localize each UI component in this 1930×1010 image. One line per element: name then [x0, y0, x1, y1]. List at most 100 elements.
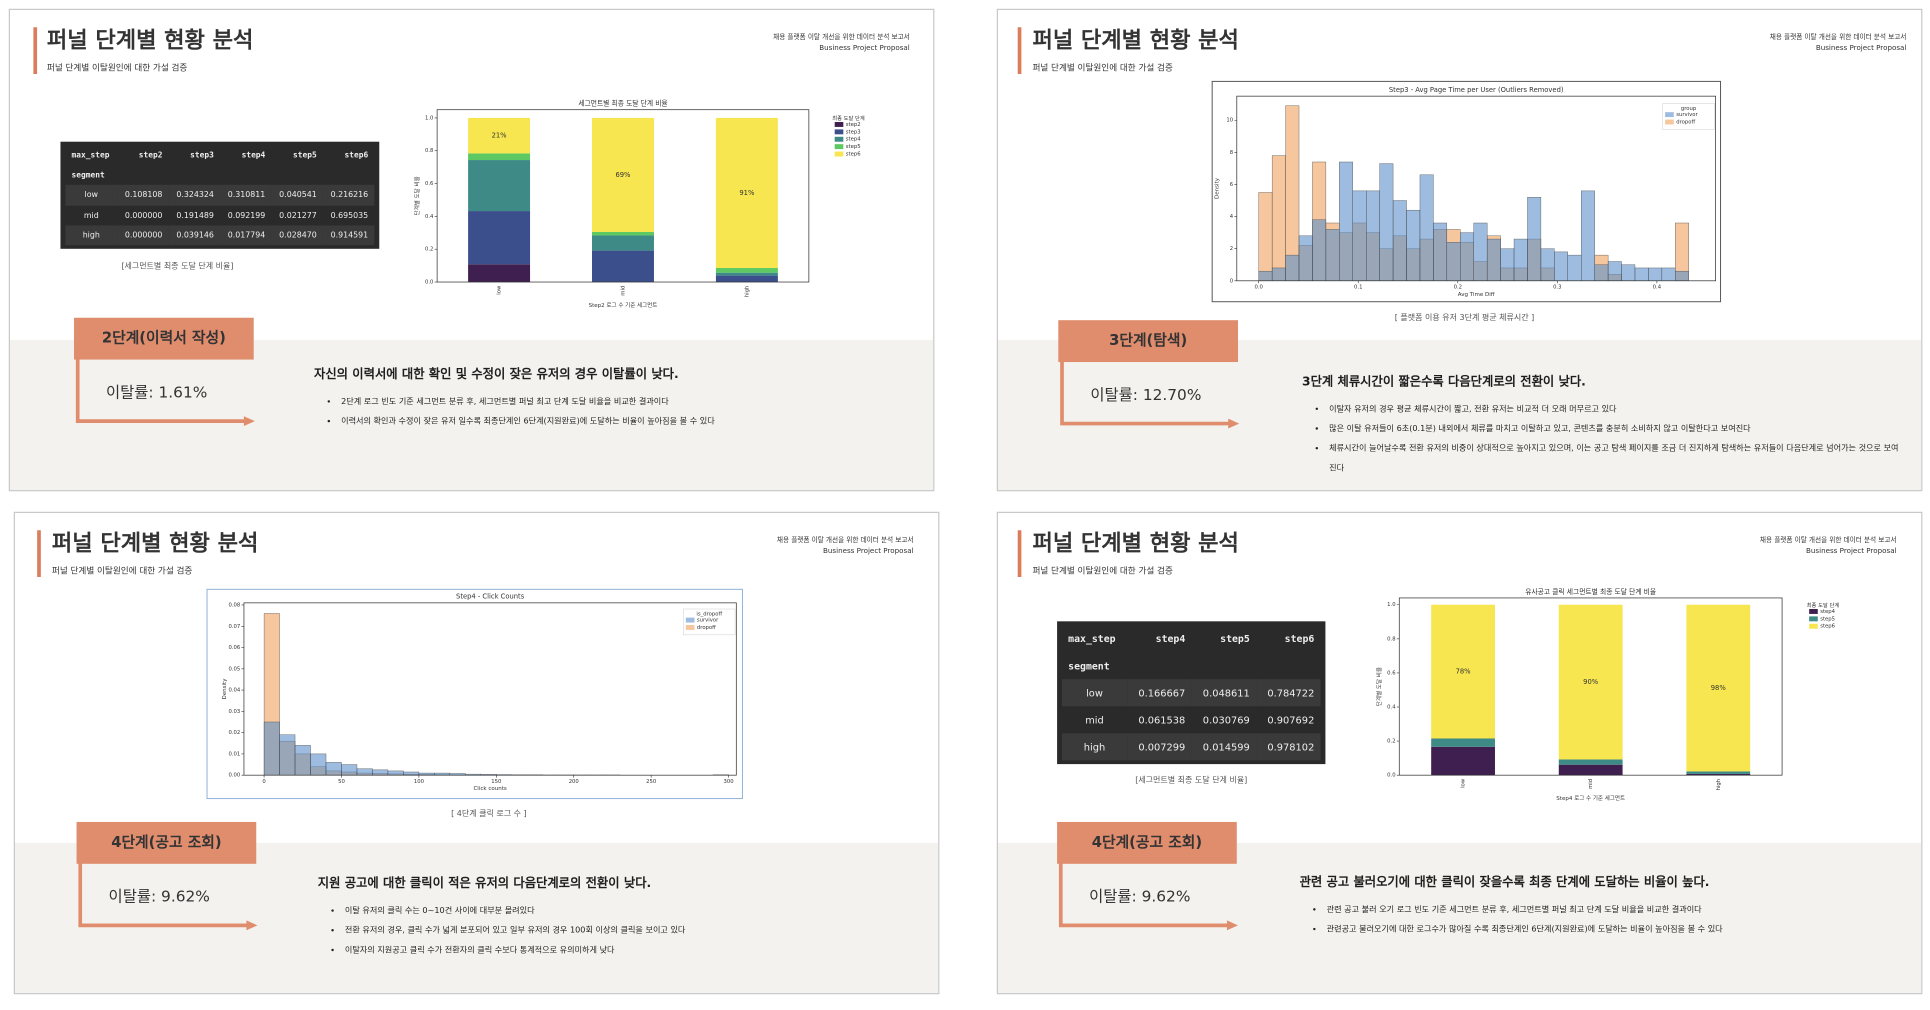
legend-swatch	[1665, 119, 1674, 125]
bar-segment	[1431, 738, 1495, 747]
histogram-bar	[372, 769, 389, 776]
title-bar	[1017, 530, 1022, 578]
histogram-bar	[1581, 190, 1595, 281]
x-axis-label: Step4 로그 수 기준 세그먼트	[1556, 794, 1625, 802]
x-tick-label: 250	[646, 779, 657, 785]
bar-segment	[592, 117, 654, 232]
findings: 3단계 체류시간이 짧은수록 다음단계로의 전환이 낮다. 이탈자 유저의 경우 …	[1302, 371, 1905, 478]
y-tick-label: 0.8	[1387, 636, 1395, 642]
table-cell: 0.007299	[1126, 733, 1192, 761]
headline: 지원 공고에 대한 클릭이 적은 유저의 다음단계로의 전환이 낮다.	[317, 877, 652, 891]
value-label: 69%	[615, 171, 631, 179]
empty-cell	[1127, 652, 1191, 679]
header-row: max_step step4 step5 step6	[1062, 625, 1320, 652]
y-tick-label: 0.6	[425, 181, 434, 187]
table-cell: mid	[83, 210, 99, 221]
slide: 퍼널 단계별 현황 분석 퍼널 단계별 이탈원인에 대한 가설 검증 채용 플랫폼 …	[13, 511, 940, 995]
histogram-bar	[310, 753, 327, 776]
histogram-bar	[341, 764, 358, 776]
report-name: 채용 플랫폼 이탈 개선을 위한 데이터 분석 보고서	[773, 32, 910, 41]
table-cell: 0.191489	[176, 210, 214, 221]
x-tick-label: 0.2	[1454, 284, 1462, 290]
empty-cell	[1256, 652, 1321, 679]
table-cell: 0.695035	[330, 210, 369, 221]
bullet-list: 2단계 로그 빈도 기준 세그먼트 분류 후, 세그먼트별 퍼널 최고 단계 도…	[314, 392, 917, 431]
table-cell: high	[1062, 733, 1127, 761]
y-tick-label: 8	[1230, 150, 1233, 156]
slide-subtitle: 퍼널 단계별 이탈원인에 대한 가설 검증	[1032, 61, 1172, 73]
histogram-bar	[1352, 190, 1367, 281]
legend-swatch	[834, 122, 844, 127]
legend-label: step2	[846, 122, 861, 128]
y-tick-label: 0.8	[425, 148, 433, 154]
histogram-bar	[1312, 219, 1327, 281]
plot-frame	[243, 602, 737, 776]
histogram-bar	[1621, 264, 1636, 281]
stage-tag	[1058, 320, 1239, 363]
y-tick-label: 0.08	[228, 602, 240, 608]
project-name: Business Project Proposal	[1816, 43, 1907, 52]
stage-label: 3단계(탐색)	[1109, 331, 1187, 349]
legend-label: step6	[846, 152, 861, 158]
slide-subtitle: 퍼널 단계별 이탈원인에 대한 가설 검증	[1032, 564, 1172, 576]
stage-tag	[1057, 821, 1237, 864]
table-cell: 0.000000	[124, 210, 163, 221]
stage-label: 2단계(이력서 작성)	[102, 329, 226, 347]
histogram-bar	[1392, 200, 1407, 281]
legend-label: step5	[846, 144, 861, 150]
report-name: 채용 플랫폼 이탈 개선을 위한 데이터 분석 보고서	[1770, 32, 1907, 41]
legend-label: step6	[1820, 624, 1835, 630]
empty-cell	[117, 165, 168, 185]
table-caption: [세그먼트별 최종 도달 단계 비율]	[121, 261, 234, 271]
histogram-bar	[1500, 248, 1515, 281]
legend-swatch	[1809, 623, 1818, 629]
column-header: step6	[1284, 633, 1315, 645]
histogram-bar	[1554, 251, 1568, 281]
table: max_step step4 step5 step6 segment low 0.16666…	[1062, 625, 1321, 761]
bar-segment	[1558, 604, 1623, 760]
y-tick-label: 0.06	[228, 645, 240, 651]
legend-label: step4	[1820, 609, 1835, 615]
bullet: 이탈 유저의 클릭 수는 0~10건 사이에 대부분 몰려있다	[345, 901, 921, 921]
table-cell: 0.784722	[1255, 679, 1321, 707]
table-cell: 0.061538	[1138, 714, 1186, 726]
histogram-bar	[1661, 267, 1676, 281]
histogram-bar	[1594, 264, 1609, 281]
bar-segment	[715, 275, 778, 283]
table-cell: 0.978102	[1255, 733, 1321, 761]
table-cell: 0.092199	[227, 210, 266, 221]
histogram-bar	[1527, 197, 1542, 281]
legend-title: 최종 도달 단계	[1807, 601, 1840, 609]
slide-title: 퍼널 단계별 현황 분석	[1032, 530, 1238, 556]
value-label: 21%	[492, 132, 508, 140]
y-tick-label: 6	[1230, 182, 1234, 188]
project-name: Business Project Proposal	[819, 43, 910, 52]
churn-rate: 이탈률: 9.62%	[109, 888, 210, 906]
churn-rate: 이탈률: 12.70%	[1090, 386, 1201, 404]
x-tick-label: high	[1716, 779, 1722, 791]
x-axis-label: Click counts	[473, 786, 506, 792]
index-row: segment	[65, 165, 374, 185]
footer-band	[15, 842, 939, 994]
arrow-line	[1060, 357, 1231, 426]
bullet: 이력서의 확인과 수정이 잦은 유저 일수록 최종단계인 6단계(지원완료)에 …	[341, 411, 917, 431]
legend-title: is_dropoff	[696, 611, 722, 617]
bar-segment	[1431, 746, 1495, 776]
stage-tag	[76, 821, 257, 864]
slide-title: 퍼널 단계별 현황 분석	[52, 530, 258, 556]
findings: 관련 공고 불러오기에 대한 클릭이 잦을수록 최종 단계에 도달하는 비율이 …	[1300, 871, 1903, 939]
table-row: mid 0.000000 0.191489 0.092199 0.021277 0.695…	[65, 205, 374, 225]
chart-title: Step4 - Click Counts	[456, 593, 525, 601]
arrow-head	[1228, 418, 1240, 429]
bar-segment	[468, 160, 531, 212]
chart-title: 유사공고 클릭 세그먼트별 최종 도달 단계 비율	[1525, 587, 1656, 596]
legend-swatch	[834, 151, 844, 157]
table-cell: 0.914591	[322, 225, 375, 246]
y-tick-label: 0.03	[228, 709, 240, 715]
chart-title: Step3 - Avg Page Time per User (Outliers…	[1389, 86, 1564, 94]
bullet: 관련공고 불러오기에 대한 로그수가 많아질 수록 최종단계인 6단계(지원완료…	[1327, 919, 1903, 939]
table-row: high 0.007299 0.014599 0.978102	[1062, 733, 1321, 761]
legend-swatch	[834, 129, 844, 135]
bullet: 많은 이탈 유저들이 6초(0.1분) 내외에서 체류를 마치고 이탈하고 있고…	[1329, 419, 1905, 439]
value-label: 90%	[1583, 678, 1599, 686]
